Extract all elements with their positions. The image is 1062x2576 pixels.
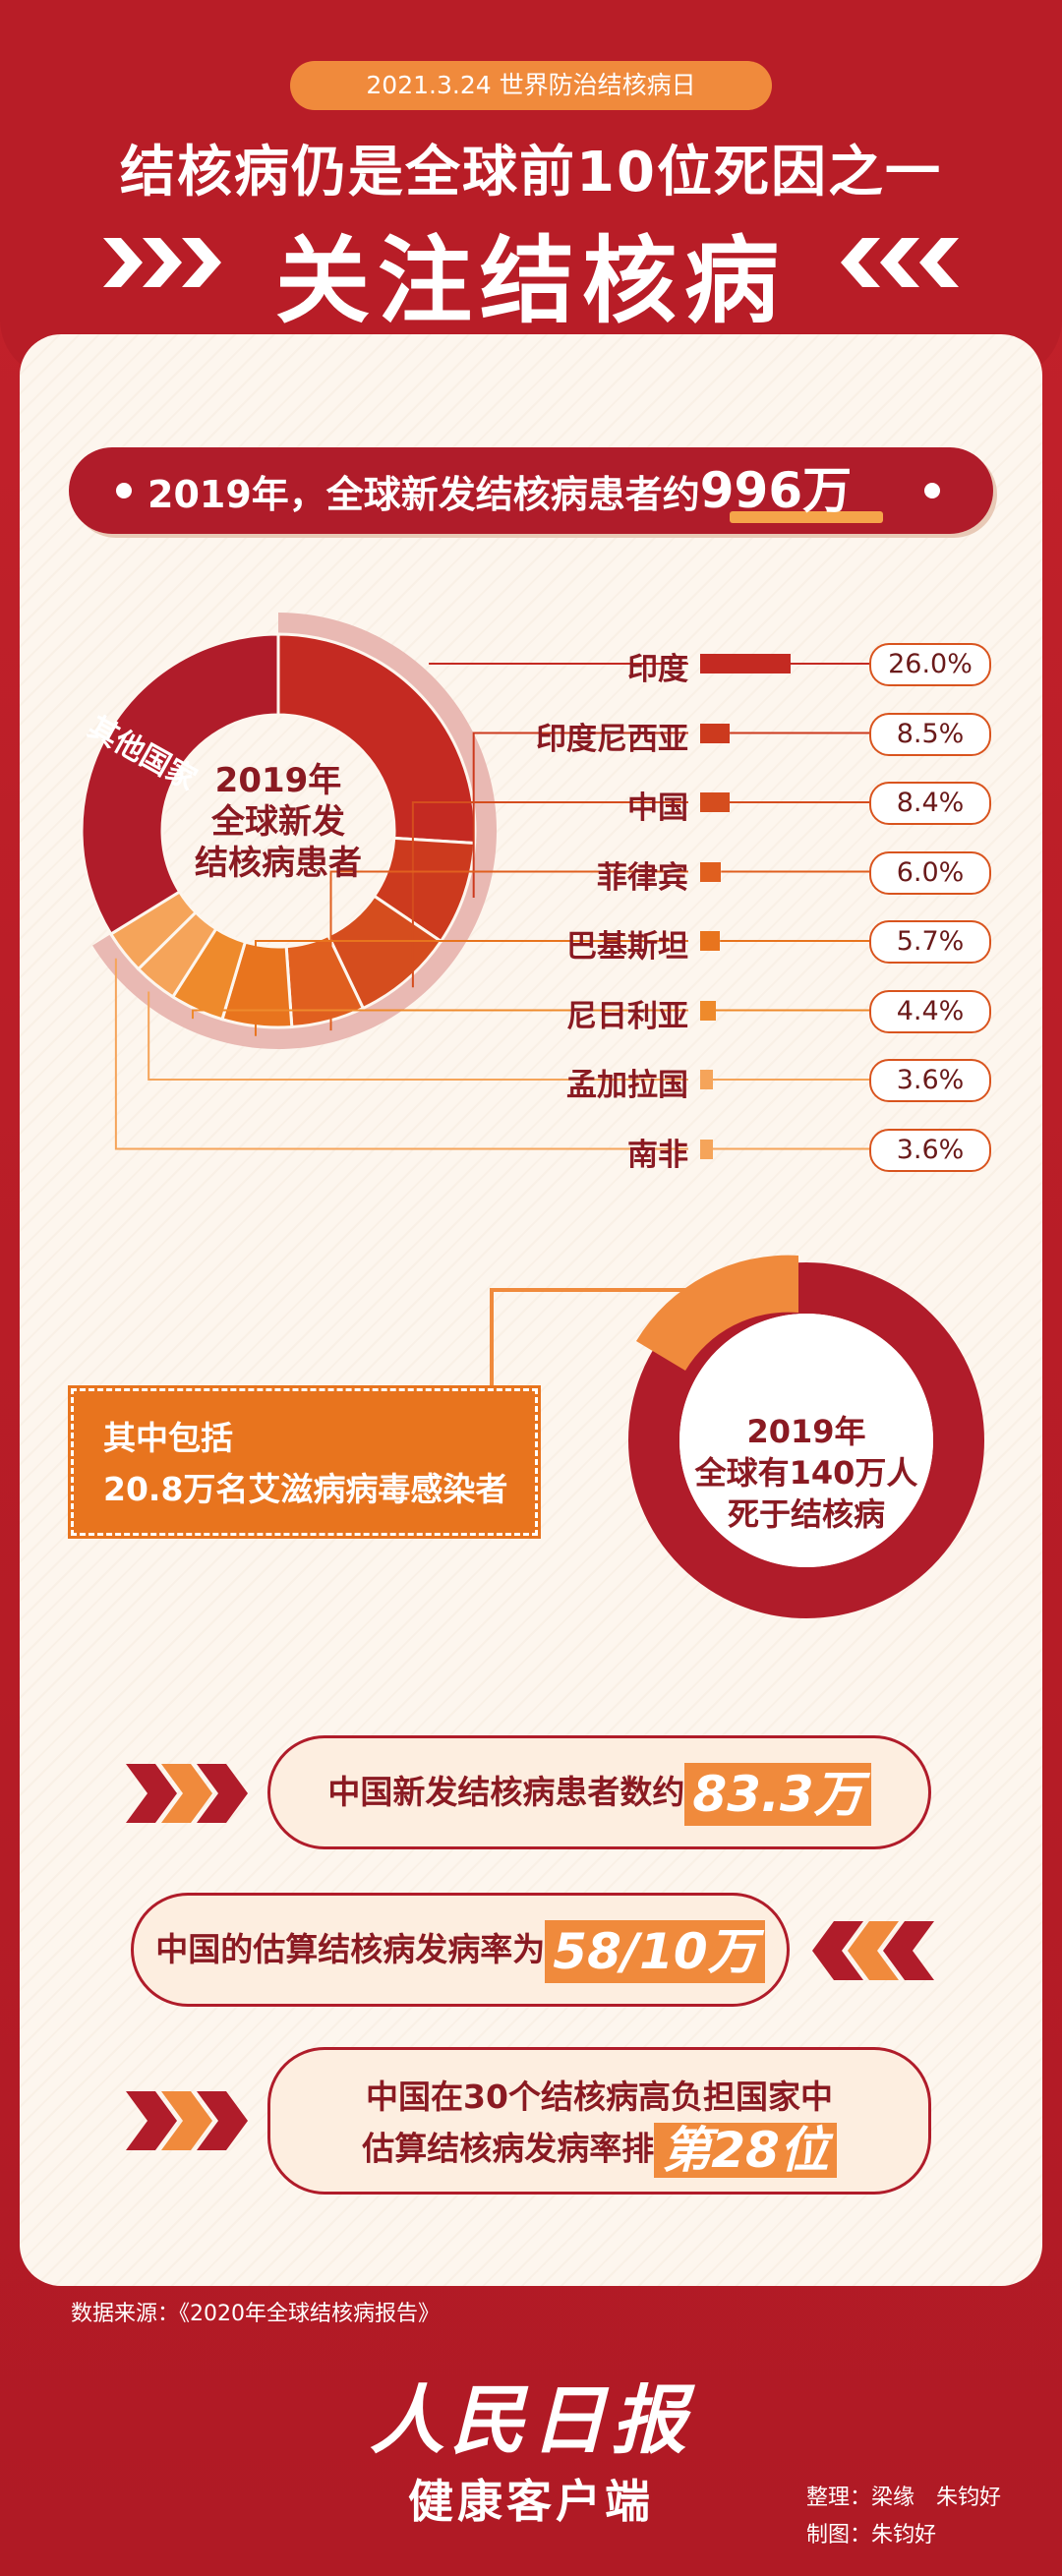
- headline: 结核病仍是全球前10位死因之一: [120, 141, 942, 205]
- country-label-2: 中国: [627, 790, 688, 826]
- country-bar-6: [700, 1070, 713, 1089]
- stat3-value: 第28位: [654, 2123, 837, 2178]
- country-pct-6: 3.6%: [869, 1059, 991, 1102]
- stat3-line2: 估算结核病发病率排: [362, 2129, 655, 2168]
- banner-prefix: 2019年，全球新发结核病患者约: [148, 473, 700, 516]
- incidence-donut-chart: 其他国家: [80, 613, 869, 1150]
- stat1-value: 83.3万: [684, 1762, 871, 1826]
- publisher-subtitle: 健康客户端: [408, 2475, 654, 2528]
- stat3-chevrons-icon: [126, 2091, 248, 2150]
- leader-line-2: [411, 801, 688, 988]
- country-label-1: 印度尼西亚: [536, 721, 688, 757]
- leader-line-1: [472, 732, 688, 899]
- country-pct-5: 4.4%: [869, 989, 991, 1033]
- publisher-logo: 人民日报: [370, 2376, 692, 2464]
- leader-line-3: [329, 870, 688, 1031]
- donut-center-label: 2019年 全球新发 结核病患者: [165, 760, 391, 884]
- country-bar-5: [700, 1000, 716, 1021]
- donut-center-line1: 2019年: [214, 761, 342, 800]
- leader-line-5: [191, 1009, 688, 1020]
- donut-slice-0: [276, 632, 477, 846]
- donut-slice-other: [80, 632, 280, 937]
- country-pct-0: 26.0%: [869, 643, 991, 686]
- country-bar-7: [700, 1139, 713, 1159]
- country-pct-2: 8.4%: [869, 782, 991, 825]
- country-pct-1: 8.5%: [869, 712, 991, 756]
- credit-editor: 整理：梁缘 朱钧好: [806, 2486, 1002, 2510]
- credit-designer: 制图：朱钧好: [806, 2523, 937, 2547]
- date-pill: 2021.3.24 世界防治结核病日: [290, 61, 772, 110]
- death-donut-chart: [628, 1255, 984, 1618]
- donut-center-line3: 结核病患者: [195, 844, 362, 883]
- country-pct-3: 6.0%: [869, 850, 991, 895]
- country-label-6: 孟加拉国: [566, 1068, 688, 1103]
- country-label-7: 南非: [627, 1137, 688, 1173]
- country-label-0: 印度: [627, 652, 688, 687]
- country-bar-1: [700, 723, 731, 743]
- banner-underline: [730, 511, 883, 523]
- death-center-line1: 2019年: [746, 1413, 866, 1450]
- stat1-text: 中国新发结核病患者数约: [327, 1773, 685, 1811]
- hiv-line2: 20.8万名艾滋病病毒感染者: [103, 1470, 508, 1508]
- stat-pill-incidence-rate: 中国的估算结核病发病率为 58/10万: [131, 1893, 790, 2007]
- banner-dot-left: [116, 483, 132, 498]
- stat1-chevrons-icon: [126, 1764, 248, 1823]
- death-center-label: 2019年全球有140万人 死于结核病: [659, 1411, 954, 1535]
- hiv-callout: 其中包括 20.8万名艾滋病病毒感染者: [68, 1385, 541, 1539]
- chevrons-right-icon: [103, 238, 221, 287]
- country-label-5: 尼日利亚: [566, 998, 688, 1034]
- stat2-text: 中国的估算结核病发病率为: [155, 1930, 546, 1968]
- death-center-line3: 死于结核病: [727, 1495, 885, 1533]
- stat2-chevrons-icon: [812, 1921, 934, 1980]
- main-title: 关注结核病: [275, 226, 787, 336]
- stat-pill-new-cases: 中国新发结核病患者数约 83.3万: [267, 1735, 931, 1849]
- country-bar-4: [700, 931, 721, 951]
- chevrons-left-icon: [841, 238, 959, 287]
- banner-text: 2019年，全球新发结核病患者约996万: [148, 447, 934, 534]
- hiv-connector: [490, 1288, 747, 1404]
- hiv-line1: 其中包括: [103, 1419, 233, 1457]
- country-bar-3: [700, 861, 722, 882]
- donut-center-line2: 全球新发: [211, 802, 345, 842]
- leader-line-4: [254, 940, 688, 1036]
- country-bar-2: [700, 792, 730, 812]
- data-source: 数据来源：《2020年全球结核病报告》: [71, 2302, 440, 2326]
- banner-dot-right: [924, 483, 940, 498]
- leader-line-6: [148, 991, 688, 1081]
- stat-pill-ranking: 中国在30个结核病高负担国家中 估算结核病发病率排 第28位: [267, 2047, 931, 2195]
- country-label-4: 巴基斯坦: [566, 929, 688, 965]
- country-label-3: 菲律宾: [597, 859, 688, 896]
- death-center-line2: 全球有140万人: [694, 1454, 918, 1492]
- leader-line-7: [114, 958, 688, 1150]
- banner-value: 996万: [699, 462, 853, 519]
- country-bar-0: [700, 654, 791, 673]
- stat3-line1: 中国在30个结核病高负担国家中: [366, 2078, 833, 2116]
- country-pct-7: 3.6%: [869, 1128, 991, 1172]
- country-pct-4: 5.7%: [869, 920, 991, 964]
- stat2-value: 58/10万: [545, 1919, 765, 1983]
